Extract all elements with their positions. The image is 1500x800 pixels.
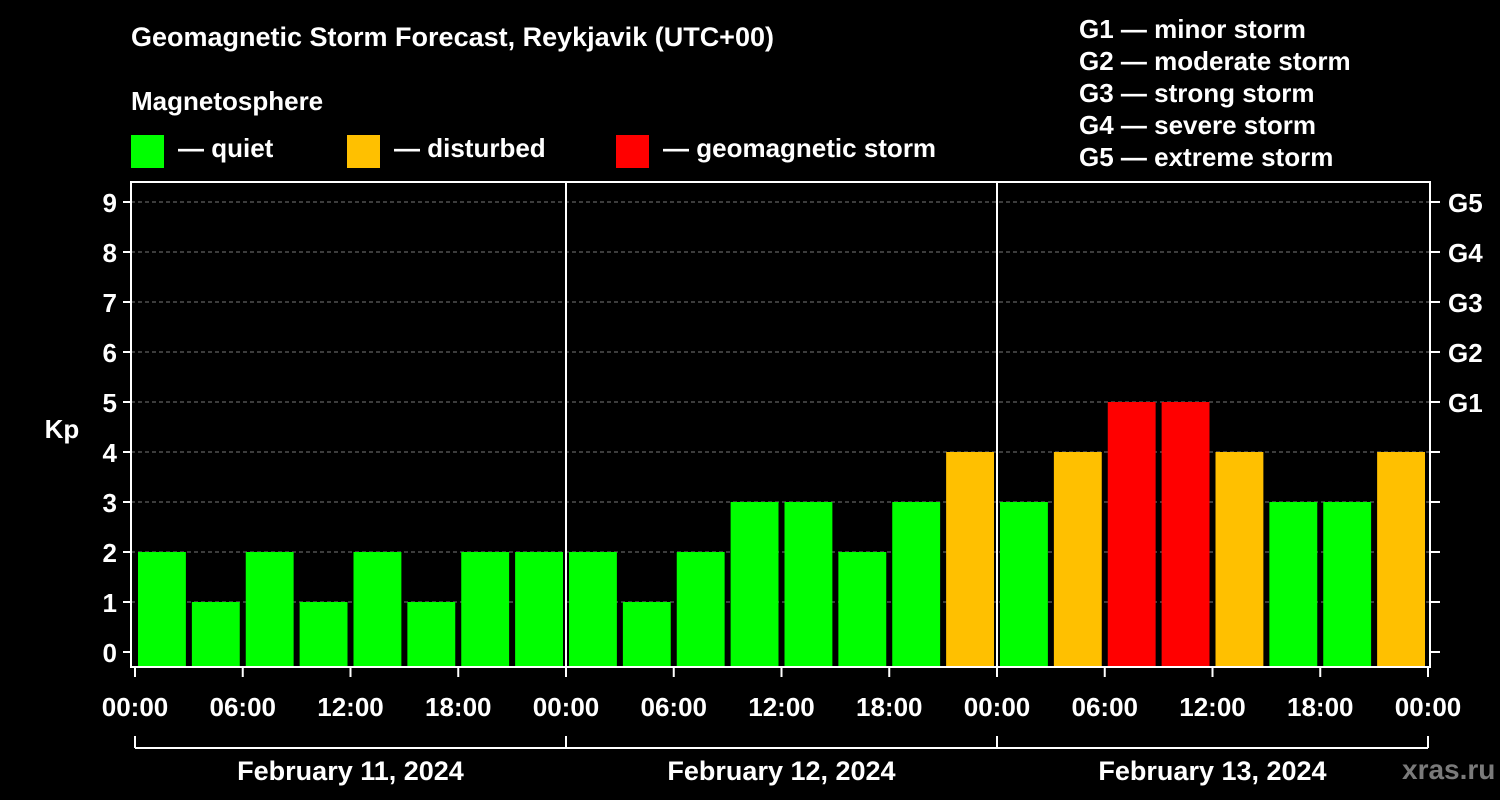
kp-bar xyxy=(892,502,941,667)
legend-swatch-disturbed xyxy=(347,134,380,168)
kp-bar xyxy=(569,552,617,667)
storm-scale-g3: G3 — strong storm xyxy=(1079,78,1315,108)
y-tick-label: 0 xyxy=(103,638,117,668)
day-label: February 11, 2024 xyxy=(237,756,464,786)
y-tick-label: 2 xyxy=(103,538,117,568)
chart-title: Geomagnetic Storm Forecast, Reykjavik (U… xyxy=(131,22,774,52)
kp-bar xyxy=(515,552,563,667)
kp-bar xyxy=(1269,502,1318,667)
kp-bar xyxy=(1161,402,1210,667)
y-tick-label: 1 xyxy=(103,588,117,618)
day-label: February 12, 2024 xyxy=(667,756,895,786)
legend-item-quiet: — quiet xyxy=(131,132,274,168)
y-tick-label: 6 xyxy=(103,338,117,368)
storm-scale-g1: G1 — minor storm xyxy=(1079,14,1306,44)
kp-bar xyxy=(1000,502,1048,667)
kp-bar xyxy=(784,502,833,667)
x-tick-label: 18:00 xyxy=(856,692,923,722)
kp-bar xyxy=(299,602,348,667)
g-level-label: G4 xyxy=(1448,238,1483,268)
x-tick-label: 00:00 xyxy=(1395,692,1462,722)
kp-bar xyxy=(1053,452,1102,667)
g-level-label: G5 xyxy=(1448,188,1483,218)
y-tick-label: 5 xyxy=(103,388,117,418)
storm-scale-list: G1 — minor storm G2 — moderate storm G3 … xyxy=(1079,13,1351,173)
x-tick-label: 00:00 xyxy=(533,692,600,722)
x-tick-label: 12:00 xyxy=(317,692,384,722)
kp-bar xyxy=(730,502,779,667)
y-tick-label: 9 xyxy=(103,188,117,218)
watermark: xras.ru xyxy=(1402,754,1496,785)
x-tick-label: 00:00 xyxy=(102,692,169,722)
x-tick-label: 12:00 xyxy=(748,692,815,722)
x-tick-label: 06:00 xyxy=(641,692,708,722)
legend-item-disturbed: — disturbed xyxy=(347,132,546,168)
x-tick-label: 00:00 xyxy=(964,692,1031,722)
kp-bar xyxy=(946,452,994,667)
legend-swatch-quiet xyxy=(131,134,164,168)
storm-scale-g5: G5 — extreme storm xyxy=(1079,142,1334,172)
y-tick-label: 3 xyxy=(103,488,117,518)
x-tick-label: 12:00 xyxy=(1179,692,1246,722)
chart-subtitle: Magnetosphere xyxy=(131,86,324,116)
g-level-label: G3 xyxy=(1448,288,1483,318)
x-tick-label: 06:00 xyxy=(1072,692,1139,722)
legend-item-storm: — geomagnetic storm xyxy=(616,132,937,168)
kp-bar xyxy=(838,552,887,667)
x-tick-label: 18:00 xyxy=(1287,692,1354,722)
kp-bar xyxy=(353,552,402,667)
day-label: February 13, 2024 xyxy=(1098,756,1326,786)
kp-bar xyxy=(1215,452,1264,667)
y-tick-label: 8 xyxy=(103,238,117,268)
g-level-label: G2 xyxy=(1448,338,1483,368)
kp-bar xyxy=(407,602,456,667)
kp-bar xyxy=(245,552,294,667)
kp-bar xyxy=(1323,502,1372,667)
x-tick-label: 18:00 xyxy=(425,692,492,722)
storm-scale-g4: G4 — severe storm xyxy=(1079,110,1317,140)
kp-bar xyxy=(622,602,671,667)
kp-bar xyxy=(191,602,240,667)
x-tick-label: 06:00 xyxy=(210,692,277,722)
g-level-label: G1 xyxy=(1448,388,1483,418)
kp-bar xyxy=(461,552,510,667)
legend-label-storm: — geomagnetic storm xyxy=(663,132,937,163)
legend-label-disturbed: — disturbed xyxy=(394,132,546,163)
kp-bar xyxy=(676,552,725,667)
kp-bar xyxy=(138,552,186,667)
kp-bar xyxy=(1377,452,1425,667)
y-tick-label: 4 xyxy=(103,438,118,468)
storm-scale-g2: G2 — moderate storm xyxy=(1079,46,1351,76)
legend-label-quiet: — quiet xyxy=(178,132,274,163)
legend-swatch-storm xyxy=(616,134,649,168)
y-axis-label: Kp xyxy=(45,414,80,444)
y-tick-label: 7 xyxy=(103,288,117,318)
kp-bar xyxy=(1107,402,1156,667)
